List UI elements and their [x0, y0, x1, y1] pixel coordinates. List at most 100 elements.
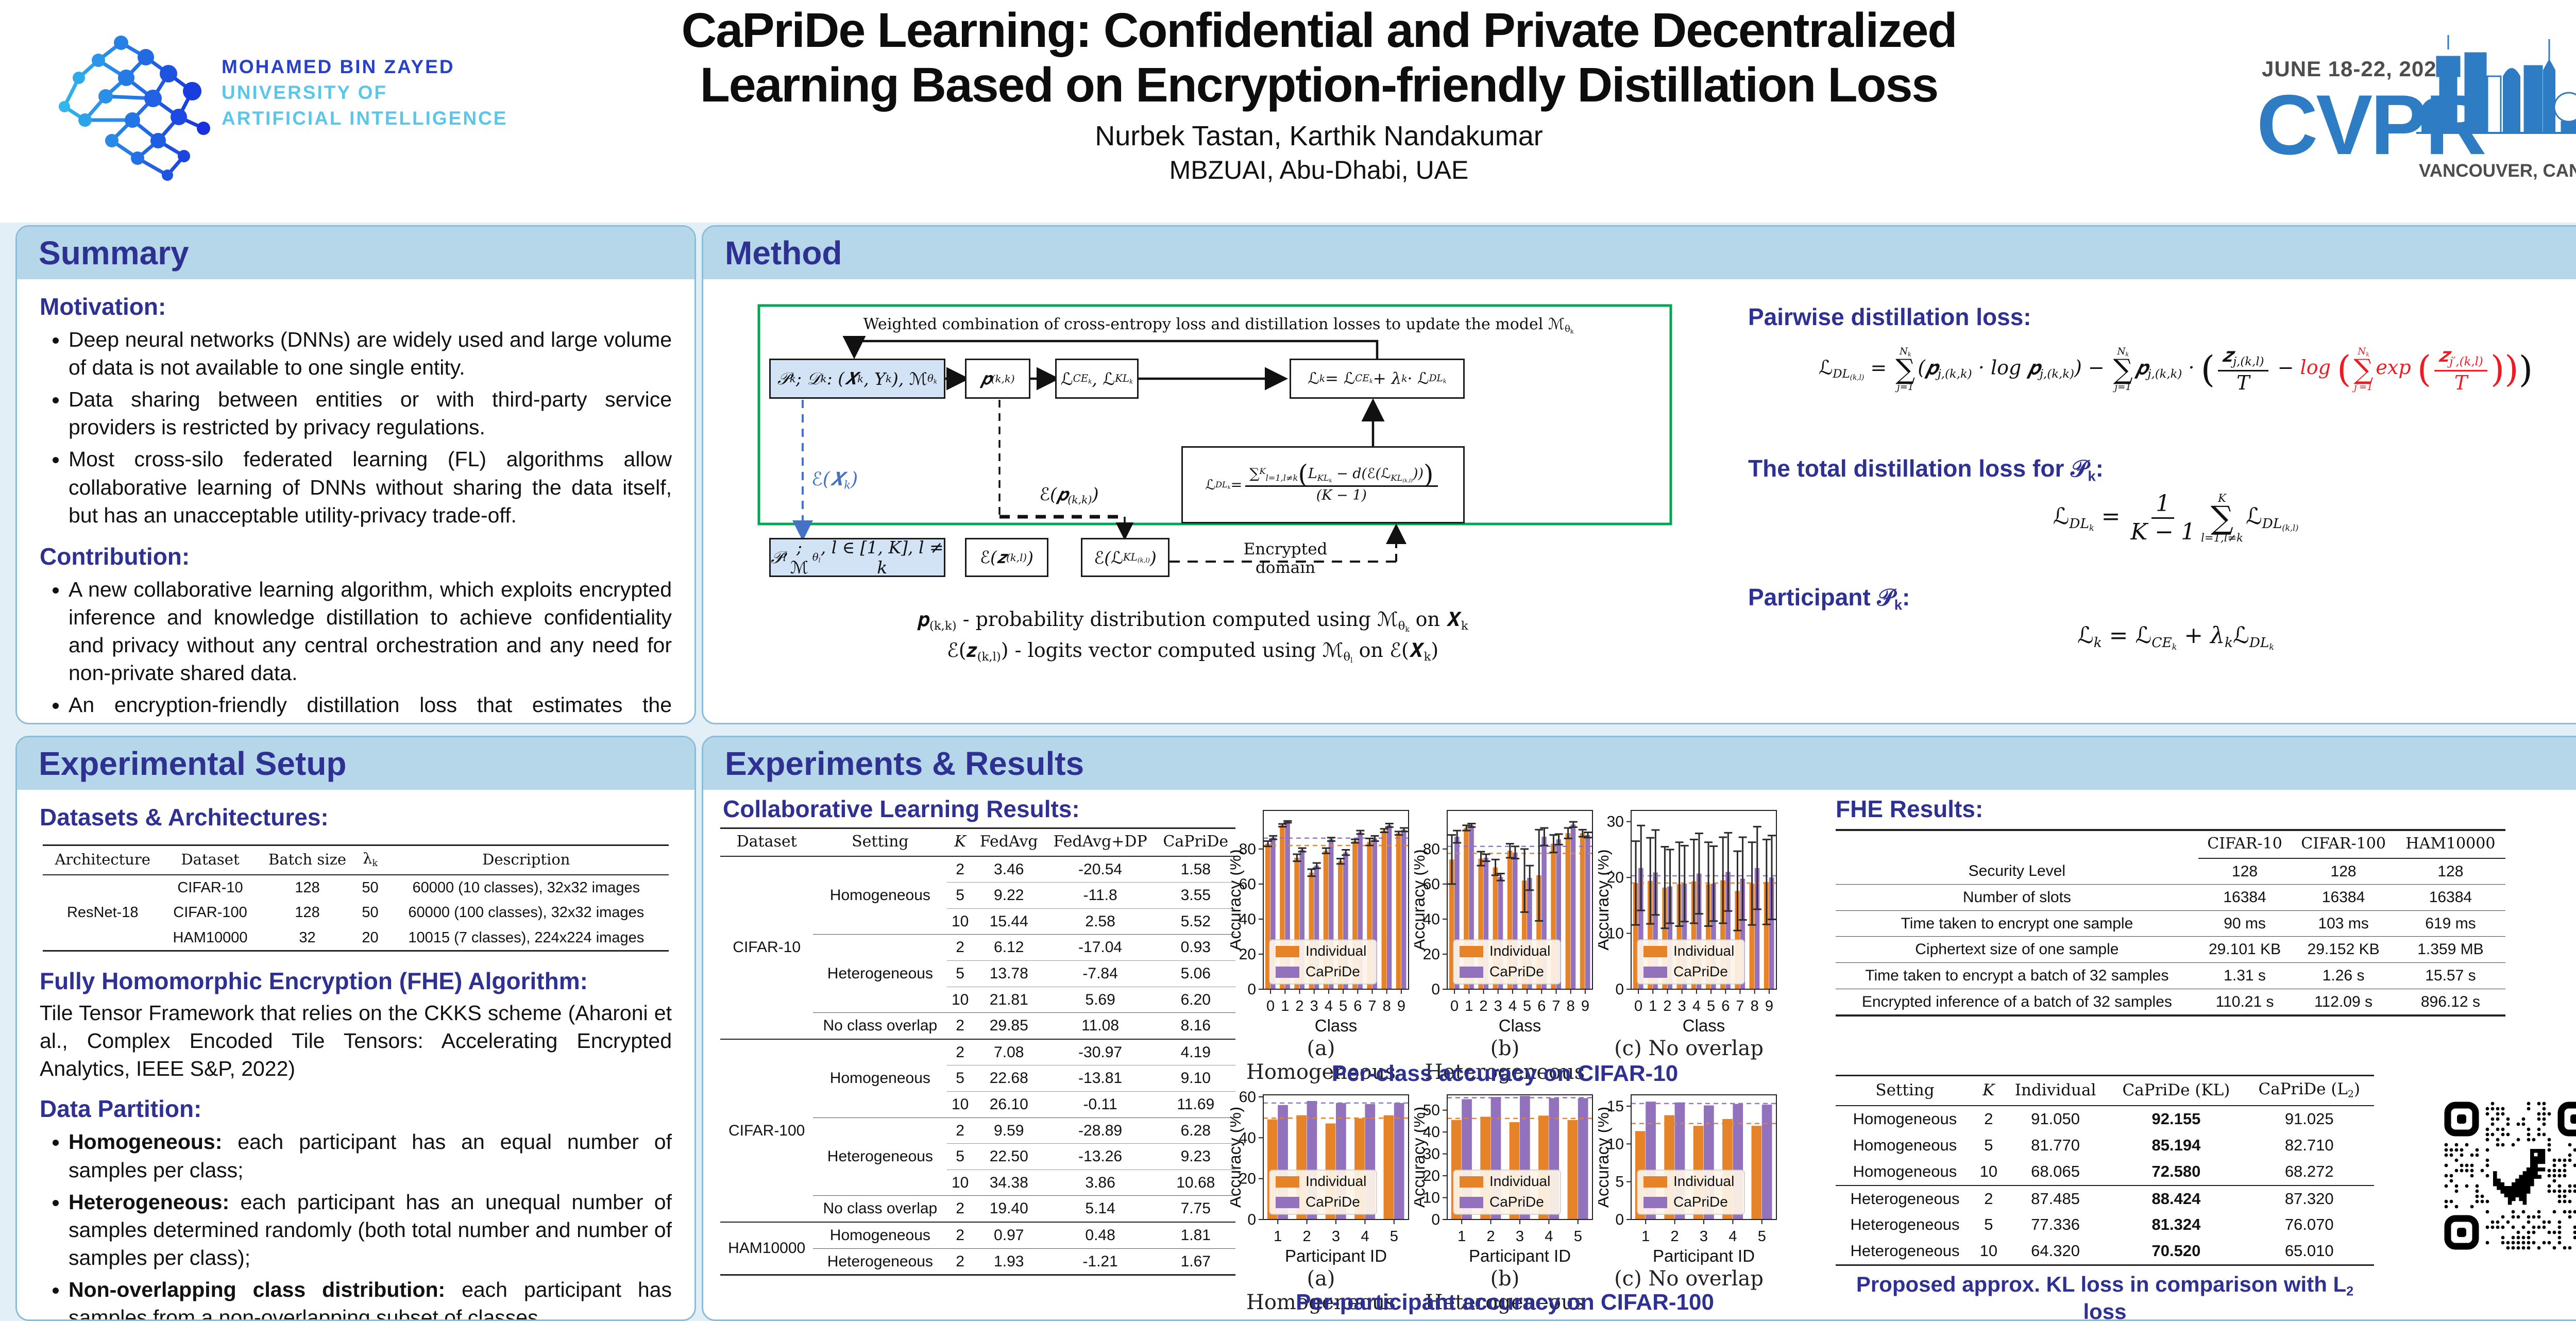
participant-formula: ℒk = ℒCEk + λkℒDLk	[2077, 622, 2274, 652]
table-row: ResNet-18 CIFAR-10 128 50 60000 (10 classes)…	[43, 875, 669, 921]
table-cell: Heterogeneous	[1850, 1215, 1960, 1234]
svg-text:Accuracy (%): Accuracy (%)	[1230, 849, 1244, 950]
table-row: CIFAR-100 Homogeneous 2 7.08 -30.97 4.19	[720, 1038, 1235, 1222]
table-cell: 70.520	[2151, 1241, 2201, 1260]
chart-caption-c1: (c) No overlap	[1614, 1037, 1764, 1060]
svg-text:40: 40	[1423, 911, 1440, 928]
mbzuai-line2: UNIVERSITY OF	[222, 81, 388, 103]
fhe-table-wrap: CIFAR-10 CIFAR-100 HAM10000 Security Level 1…	[1836, 829, 2505, 1017]
svg-text:20: 20	[1607, 869, 1624, 886]
table-cell: 81.770	[2031, 1136, 2080, 1155]
table-cell: 6.28	[1156, 1117, 1235, 1144]
table-cell: CIFAR-100	[720, 1038, 814, 1222]
svg-text:80: 80	[1239, 841, 1256, 858]
svg-text:4: 4	[1325, 998, 1333, 1014]
svg-text:60: 60	[1423, 876, 1440, 893]
table-cell: 103 ms	[2291, 910, 2396, 937]
table-cell: ResNet-18	[66, 904, 139, 921]
diagram-label-encrypted: Encrypted domain	[1243, 540, 1328, 577]
kl-table-caption: Proposed approx. KL loss in comparison w…	[1856, 1272, 2354, 1321]
chart-cifar10-nooverlap: Individual CaPriDe 0 10 20 30 0 1 2 3 4 5 6 7 8 9 Class A…	[1593, 805, 1780, 1037]
table-cell: 68.065	[2031, 1162, 2080, 1180]
collab-table: Dataset Setting 𝐾 FedAvg FedAvg+DP CaPriDe CIF…	[720, 827, 1235, 1276]
svg-text:0: 0	[1431, 981, 1440, 998]
table-cell: 128	[2330, 862, 2357, 880]
table-cell: 112.09 s	[2291, 988, 2396, 1016]
svg-text:1: 1	[1465, 998, 1473, 1014]
svg-text:9: 9	[1765, 998, 1773, 1014]
table-cell: 5	[947, 1143, 973, 1170]
svg-text:CaPriDe: CaPriDe	[1306, 1194, 1360, 1210]
svg-text:2: 2	[1303, 1228, 1311, 1245]
table-cell: 2	[947, 1248, 973, 1275]
table-row: Homogeneous 5 81.770 85.194 82.710	[1836, 1132, 2374, 1159]
table-cell: -1.21	[1044, 1248, 1156, 1275]
table-row: Homogeneous 10 68.065 72.580 68.272	[1836, 1159, 2374, 1185]
svg-text:5: 5	[1339, 998, 1347, 1014]
table-cell: 5	[947, 882, 973, 909]
poster-title-line1: CaPriDe Learning: Confidential and Priva…	[681, 3, 1958, 58]
svg-text:0: 0	[1247, 981, 1256, 998]
table-cell: 91.025	[2284, 1110, 2334, 1128]
table-cell: 60000 (10 classes), 32x32 images	[412, 879, 640, 896]
table-cell: 29.101 KB	[2198, 936, 2292, 963]
motivation-heading: Motivation:	[40, 293, 166, 320]
table-cell: 3.55	[1156, 882, 1235, 909]
svg-text:9: 9	[1397, 998, 1405, 1014]
table-cell: 19.40	[973, 1195, 1045, 1222]
table-cell: Security Level	[1968, 862, 2066, 880]
svg-text:CaPriDe: CaPriDe	[1489, 1194, 1544, 1210]
table-cell: 32	[299, 929, 316, 946]
table-cell: Heterogeneous	[1836, 1184, 1974, 1212]
table-cell: 76.070	[2284, 1215, 2334, 1234]
table-cell: No class overlap	[813, 1012, 947, 1039]
qr-code	[2444, 1101, 2576, 1250]
table-row: 10 26.10 -0.11 11.69	[720, 1091, 1235, 1118]
diagram-caption-1: 𝒑(k,k) - probability distribution comput…	[917, 608, 1468, 634]
svg-text:4: 4	[1692, 998, 1701, 1014]
list-item: Heterogeneous: each participant has an u…	[69, 1188, 672, 1272]
chart-cifar10-heterogeneous: Individual CaPriDe 0 20 40 60 80 0 1 2 3 4 5 6 7 8 9 Clas…	[1409, 805, 1596, 1037]
svg-text:Accuracy (%): Accuracy (%)	[1414, 1107, 1428, 1208]
svg-text:4: 4	[1361, 1228, 1369, 1245]
table-cell: 2	[1974, 1184, 2003, 1212]
table-cell: 5.52	[1156, 908, 1235, 935]
svg-text:CaPriDe: CaPriDe	[1306, 963, 1360, 979]
svg-text:1: 1	[1641, 1228, 1650, 1245]
chart-title-cifar100: Per-participant accuracy on CIFAR-100	[1296, 1290, 1714, 1315]
list-item: Non-overlapping class distribution: each…	[69, 1276, 672, 1319]
table-cell: Dataset	[162, 845, 258, 875]
table-row: Homogeneous 2 91.050 92.155 91.025	[1836, 1106, 2374, 1132]
table-cell: 2	[947, 1195, 973, 1222]
table-row: 5 22.50 -13.26 9.23	[720, 1143, 1235, 1170]
diagram-box-p: 𝒑 (k,k)	[965, 359, 1030, 399]
table-cell: -13.81	[1044, 1065, 1156, 1092]
svg-text:CaPriDe: CaPriDe	[1673, 1194, 1728, 1210]
table-cell: 20	[362, 929, 379, 946]
table-cell: 5.69	[1044, 986, 1156, 1013]
table-cell: 34.38	[973, 1169, 1045, 1196]
table-cell: 22.68	[973, 1065, 1045, 1092]
table-cell: FedAvg+DP	[1044, 828, 1156, 857]
table-cell: 10.68	[1156, 1169, 1235, 1196]
diagram-box-elkl: ℰ(ℒ KL(k,l))	[1081, 538, 1170, 577]
qr-dino-icon	[2493, 1149, 2546, 1205]
table-cell: CIFAR-100	[2291, 830, 2396, 859]
svg-text:2: 2	[1479, 998, 1487, 1014]
table-cell: 7.75	[1156, 1195, 1235, 1222]
table-cell: 11.69	[1156, 1091, 1235, 1118]
svg-text:2: 2	[1487, 1228, 1495, 1245]
table-cell: 50	[362, 904, 379, 921]
table-row: 5 13.78 -7.84 5.06	[720, 960, 1235, 987]
table-cell: Homogeneous	[1853, 1136, 1957, 1155]
chart-caption-b1: (b) Heterogeneous	[1425, 1037, 1585, 1084]
cvpr-location: VANCOUVER, CANADA	[2419, 161, 2576, 181]
table-row: HAM10000 Homogeneous 2 0.97 0.48 1.81	[720, 1221, 1235, 1275]
svg-text:7: 7	[1368, 998, 1376, 1014]
diagram-box-losses: ℒ CEk, ℒ KLk	[1055, 359, 1139, 399]
svg-text:20: 20	[1423, 1167, 1440, 1184]
table-cell: -7.84	[1044, 960, 1156, 987]
table-cell: HAM10000	[720, 1221, 814, 1275]
table-cell: 85.194	[2151, 1136, 2201, 1155]
